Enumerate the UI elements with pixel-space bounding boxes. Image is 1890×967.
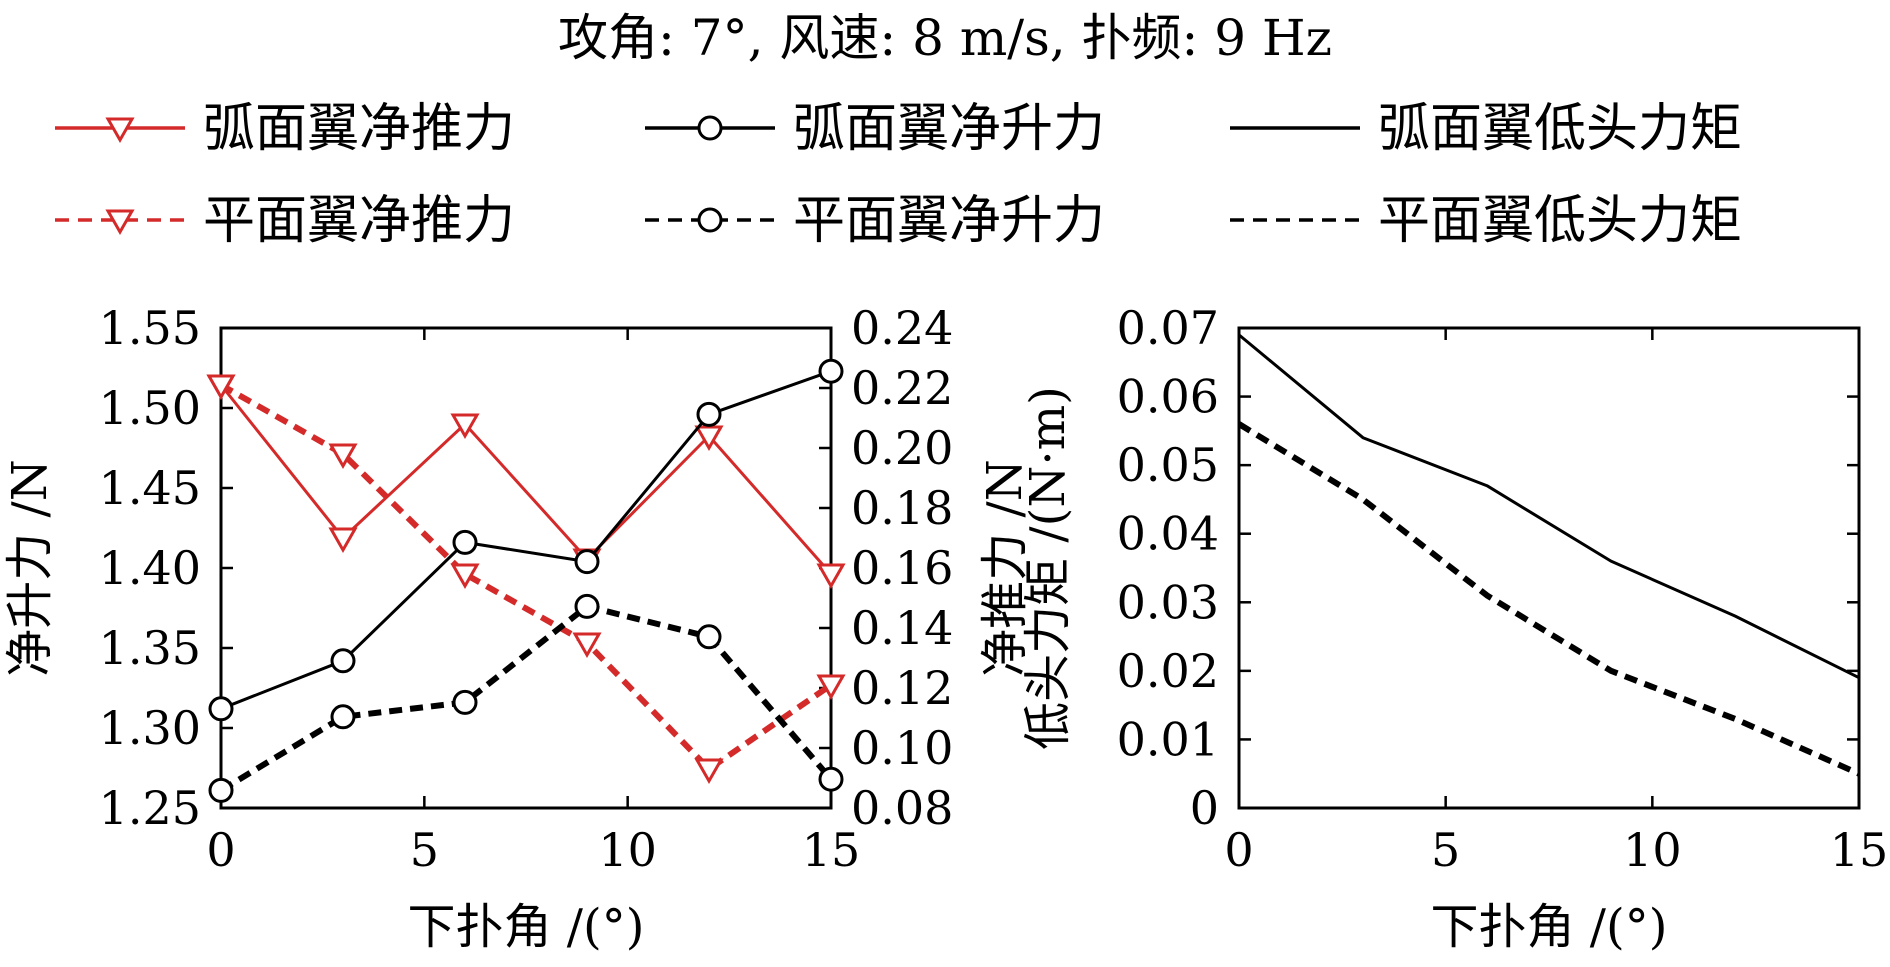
- data-point: [696, 401, 722, 427]
- legend-label: 弧面翼净推力: [203, 99, 515, 159]
- series: [1238, 333, 1860, 680]
- legend-marker: [697, 115, 723, 141]
- data-point: [818, 766, 844, 792]
- legend-label: 平面翼净升力: [793, 191, 1105, 251]
- x-axis-label: 下扑角 /(°): [1431, 899, 1668, 955]
- y-tick-label: 0.01: [1117, 712, 1219, 766]
- series-line: [220, 369, 832, 711]
- series: [208, 358, 844, 722]
- series-line: [219, 384, 833, 575]
- data-point: [574, 549, 600, 575]
- y-right-tick-label: 0.12: [851, 661, 953, 715]
- data-point: [328, 443, 358, 470]
- y-tick-label: 1.40: [99, 541, 201, 595]
- series: [206, 374, 846, 785]
- data-point: [694, 758, 724, 785]
- y-right-tick-label: 0.18: [851, 481, 953, 535]
- data-point: [572, 632, 602, 659]
- series: [206, 374, 846, 590]
- y-tick-label: 0.06: [1117, 370, 1219, 424]
- legend-marker: [105, 117, 135, 144]
- data-point: [328, 527, 358, 554]
- legend-label: 弧面翼低头力矩: [1378, 99, 1742, 159]
- data-point: [818, 358, 844, 384]
- y-right-tick-label: 0.22: [851, 361, 953, 415]
- y-tick-label: 0.04: [1117, 507, 1219, 561]
- y-tick-label: 0.02: [1117, 644, 1219, 698]
- data-point: [452, 689, 478, 715]
- left-chart: 0 5 10 15 1.25 1.30 1.35 1.40 1.45 1.50 1.55 0.08 0.…: [2, 301, 1033, 955]
- y-right-tick-label: 0.24: [851, 301, 953, 355]
- y-tick-label: 1.45: [99, 461, 201, 515]
- data-point: [330, 704, 356, 730]
- legend-label: 平面翼低头力矩: [1378, 191, 1742, 251]
- legend-item: 弧面翼净推力: [55, 99, 515, 159]
- x-axis-label: 下扑角 /(°): [408, 899, 645, 955]
- right-plot-frame: [1237, 326, 1861, 810]
- y-tick-label: 0.07: [1117, 301, 1219, 355]
- series-line: [219, 382, 833, 772]
- series-line: [219, 603, 834, 793]
- x-tick-label: 15: [802, 823, 861, 877]
- legend-marker: [697, 207, 723, 233]
- chart-title: 攻角: 7°, 风速: 8 m/s, 扑频: 9 Hz: [558, 9, 1332, 67]
- series-line: [1238, 333, 1860, 680]
- series-line: [1237, 421, 1861, 777]
- data-point: [208, 696, 234, 722]
- data-point: [816, 563, 846, 590]
- x-tick-label: 5: [410, 823, 439, 877]
- data-point: [696, 624, 722, 650]
- legend-item: 弧面翼低头力矩: [1230, 99, 1742, 159]
- data-point: [452, 529, 478, 555]
- y-tick-label: 0.03: [1117, 575, 1219, 629]
- legend-marker: [105, 209, 135, 236]
- x-tick-label: 10: [1623, 823, 1682, 877]
- data-point: [450, 563, 480, 590]
- y-right-tick-label: 0.14: [851, 601, 953, 655]
- right-chart: 0 5 10 15 0 0.01 0.02 0.03 0.04 0.05 0.06 0.07 下扑角 /…: [1020, 301, 1888, 955]
- data-point: [330, 648, 356, 674]
- x-tick-label: 0: [206, 823, 235, 877]
- legend-label: 平面翼净推力: [203, 191, 515, 251]
- data-point: [208, 777, 234, 803]
- y-tick-label: 1.50: [99, 381, 201, 435]
- legend-item: 弧面翼净升力: [645, 99, 1105, 159]
- data-point: [574, 593, 600, 619]
- x-tick-label: 0: [1224, 823, 1253, 877]
- data-point: [450, 413, 480, 440]
- y-right-tick-label: 0.20: [851, 421, 953, 475]
- series: [208, 593, 844, 803]
- data-point: [206, 374, 236, 401]
- x-tick-label: 5: [1431, 823, 1460, 877]
- y-tick-label: 1.35: [99, 621, 201, 675]
- y-axis-label: 低头力矩 /(N·m): [1020, 386, 1076, 750]
- y-tick-label: 1.30: [99, 701, 201, 755]
- y-right-tick-label: 0.16: [851, 541, 953, 595]
- y-tick-label: 0.05: [1117, 438, 1219, 492]
- legend-label: 弧面翼净升力: [793, 99, 1105, 159]
- y-right-tick-label: 0.10: [851, 721, 953, 775]
- y-right-tick-label: 0.08: [851, 781, 953, 835]
- legend-item: 平面翼净推力: [55, 191, 515, 251]
- series: [1237, 421, 1861, 777]
- legend-item: 平面翼低头力矩: [1230, 191, 1742, 251]
- data-point: [816, 674, 846, 701]
- legend-item: 平面翼净升力: [645, 191, 1105, 251]
- y-axis-label: 净升力 /N: [2, 459, 58, 676]
- x-tick-label: 15: [1830, 823, 1889, 877]
- y-tick-label: 0: [1190, 781, 1219, 835]
- y-tick-label: 1.25: [99, 781, 201, 835]
- data-point: [694, 425, 724, 452]
- y-right-axis-label: 净推力 /N: [977, 459, 1033, 676]
- x-tick-label: 10: [598, 823, 657, 877]
- y-tick-label: 1.55: [99, 301, 201, 355]
